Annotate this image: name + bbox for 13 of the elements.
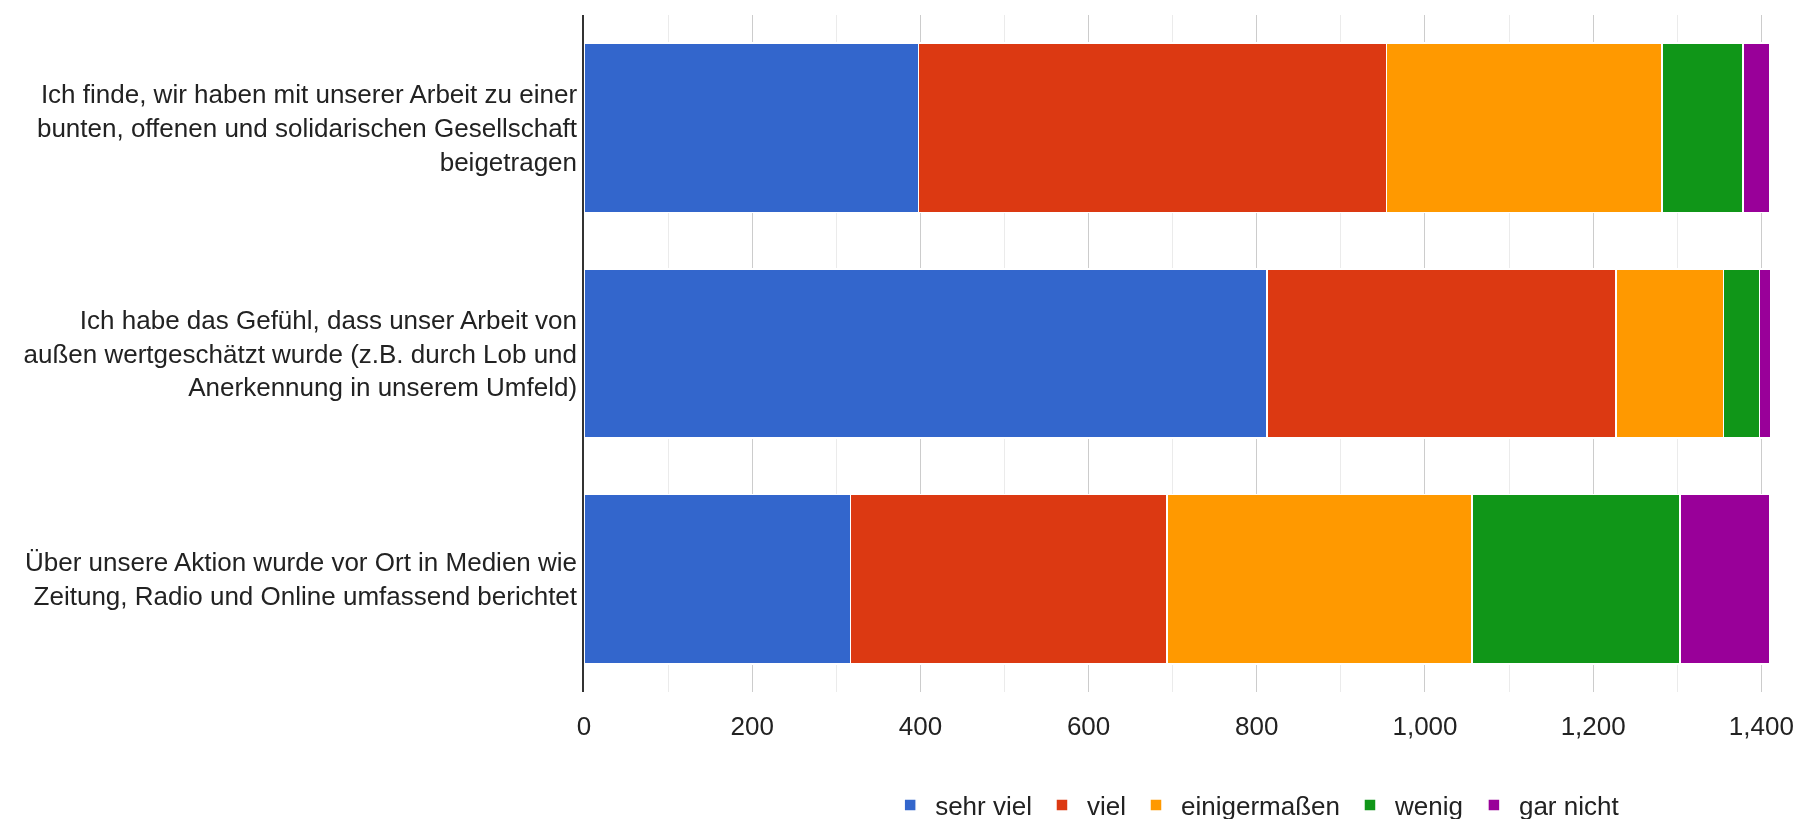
x-tick-label: 1,400 — [1728, 711, 1794, 741]
x-tick-label: 0 — [576, 711, 592, 741]
x-tick-label: 600 — [1066, 711, 1111, 741]
y-tick-label: Ich finde, wir haben mit unserer Arbeit zu einer bunten, offenen und solidarischen Gesellschaft beigetragen — [36, 79, 578, 177]
x-tick-label: 400 — [898, 711, 943, 741]
y-tick-label: Über unsere Aktion wurde vor Ort in Medien wie Zeitung, Radio und Online umfassend berichtet — [25, 547, 578, 612]
legend-label: sehr viel — [935, 791, 1032, 819]
x-tick-label: 1,000 — [1392, 711, 1458, 741]
y-tick-label: Ich habe das Gefühl, dass unser Arbeit von außen wertgeschätzt wurde (z.B. durch Lob und Anerkennung in unserem Umfeld) — [23, 304, 578, 403]
legend-label: viel — [1086, 791, 1126, 819]
x-tick-label: 800 — [1235, 711, 1279, 741]
x-tick-label: 200 — [730, 711, 774, 741]
x-tick-label: 1,200 — [1560, 711, 1626, 741]
